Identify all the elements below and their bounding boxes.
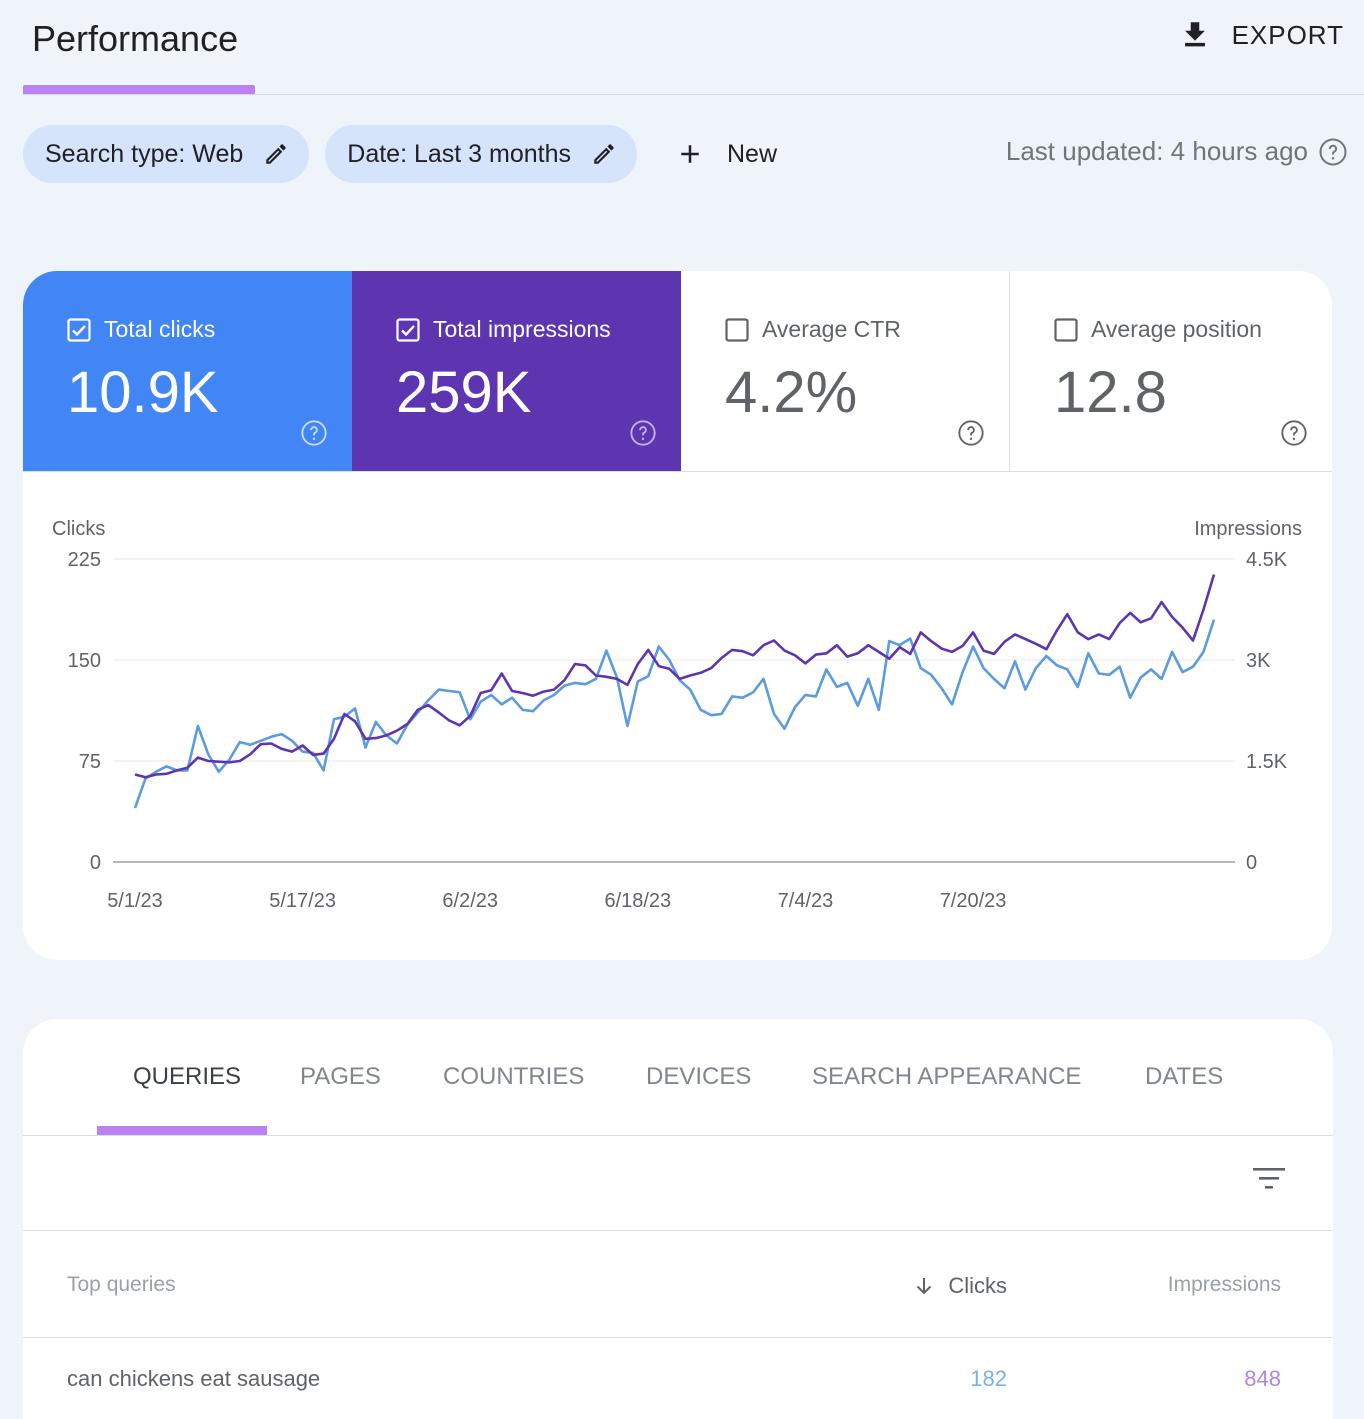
search-type-chip[interactable]: Search type: Web — [23, 125, 310, 183]
help-icon[interactable] — [957, 419, 985, 447]
metric-label: Total clicks — [104, 316, 216, 342]
checkbox-empty-icon[interactable] — [1054, 318, 1078, 342]
page-title: Performance — [32, 18, 239, 59]
header: Performance EXPORT — [0, 0, 1364, 96]
date-label: Date: Last 3 months — [347, 139, 571, 168]
cell-query: can chickens eat sausage — [67, 1366, 321, 1391]
help-icon[interactable] — [629, 419, 657, 447]
y-right-axis-title: Impressions — [1194, 518, 1302, 540]
checkbox-checked-icon[interactable] — [396, 318, 420, 342]
metric-value: 12.8 — [1054, 360, 1167, 425]
checkbox-empty-icon[interactable] — [725, 318, 749, 342]
tab-pages[interactable]: PAGES — [300, 1063, 381, 1090]
pencil-icon — [266, 144, 287, 164]
x-tick-label: 5/17/23 — [269, 890, 336, 912]
metric-card-average-ctr[interactable]: Average CTR 4.2% — [681, 271, 1010, 471]
line-chart-svg: 0 0 75 1.5K 150 3K 225 4.5K Clicks Impressions 5/1… — [52, 518, 1302, 912]
last-updated-text: Last updated: 4 hours ago — [1005, 136, 1308, 166]
table-panel: QUERIES PAGES COUNTRIES DEVICES SEARCH A… — [23, 1019, 1333, 1419]
metric-card-total-impressions[interactable]: Total impressions 259K — [352, 271, 681, 471]
new-label: New — [727, 139, 778, 168]
export-label: EXPORT — [1231, 19, 1344, 50]
table-filter-row — [23, 1136, 1333, 1231]
new-filter-button[interactable]: New — [675, 139, 777, 169]
metric-label: Total impressions — [433, 316, 611, 342]
series-line-impressions — [134, 574, 1216, 779]
tab-dates[interactable]: DATES — [1145, 1063, 1224, 1090]
tab-countries[interactable]: COUNTRIES — [443, 1063, 585, 1090]
tab-devices[interactable]: DEVICES — [646, 1063, 752, 1090]
header-divider — [23, 94, 1364, 95]
y-left-tick-label: 75 — [79, 751, 101, 773]
filter-bar: Search type: Web Date: Last 3 months New — [23, 125, 777, 183]
pencil-icon — [594, 144, 614, 164]
cell-impressions: 848 — [1244, 1366, 1281, 1391]
y-left-tick-label: 0 — [90, 852, 101, 874]
col-header-clicks[interactable]: Clicks — [912, 1273, 1007, 1299]
col-header-impressions[interactable]: Impressions — [1167, 1273, 1281, 1296]
last-updated: Last updated: 4 hours ago — [1006, 136, 1348, 167]
x-tick-label: 7/4/23 — [778, 890, 834, 912]
search-type-label: Search type: Web — [45, 139, 244, 168]
col-header-top-queries: Top queries — [67, 1273, 176, 1296]
series-line-clicks — [133, 619, 1216, 809]
metric-cards: Total clicks 10.9K Total impressions 259… — [23, 271, 1332, 472]
date-chip[interactable]: Date: Last 3 months — [325, 125, 637, 183]
help-icon[interactable] — [1318, 137, 1348, 167]
active-tab-indicator — [97, 1126, 267, 1135]
filter-rows-icon[interactable] — [1251, 1164, 1287, 1194]
dimension-tabs: QUERIES PAGES COUNTRIES DEVICES SEARCH A… — [23, 1019, 1333, 1136]
metric-value: 10.9K — [67, 360, 219, 425]
metric-label: Average position — [1091, 316, 1262, 342]
table-row[interactable]: can chickens eat sausage 182 848 — [23, 1338, 1333, 1418]
checkbox-checked-icon[interactable] — [67, 318, 91, 342]
x-tick-label: 6/2/23 — [442, 890, 498, 912]
y-right-tick-label: 1.5K — [1246, 751, 1288, 773]
help-icon[interactable] — [300, 419, 328, 447]
performance-panel: Total clicks 10.9K Total impressions 259… — [23, 271, 1332, 960]
metric-value: 259K — [396, 360, 532, 425]
y-right-tick-label: 4.5K — [1246, 549, 1288, 571]
metric-value: 4.2% — [725, 360, 858, 425]
y-right-tick-label: 3K — [1246, 650, 1271, 672]
performance-chart: 0 0 75 1.5K 150 3K 225 4.5K Clicks Impressions 5/1… — [23, 471, 1332, 960]
metric-card-average-position[interactable]: Average position 12.8 — [1010, 271, 1332, 471]
help-icon[interactable] — [1280, 419, 1308, 447]
arrow-down-icon — [917, 1278, 932, 1295]
y-left-tick-label: 150 — [68, 650, 101, 672]
x-tick-label: 7/20/23 — [940, 890, 1007, 912]
y-right-tick-label: 0 — [1246, 852, 1257, 874]
table-header: Top queries Clicks Impressions — [23, 1231, 1333, 1338]
y-left-axis-title: Clicks — [52, 518, 105, 540]
metric-card-total-clicks[interactable]: Total clicks 10.9K — [23, 271, 352, 471]
y-left-tick-label: 225 — [68, 549, 101, 571]
export-button[interactable]: EXPORT — [1178, 18, 1344, 52]
cell-clicks: 182 — [970, 1366, 1007, 1391]
x-tick-label: 5/1/23 — [107, 890, 163, 912]
col-header-clicks-label: Clicks — [948, 1273, 1007, 1298]
tab-queries[interactable]: QUERIES — [133, 1063, 242, 1090]
title-underline — [23, 85, 255, 95]
tab-search-appearance[interactable]: SEARCH APPEARANCE — [812, 1063, 1082, 1090]
x-tick-label: 6/18/23 — [604, 890, 671, 912]
plus-icon — [681, 145, 699, 163]
metric-label: Average CTR — [762, 316, 901, 342]
download-icon — [1184, 22, 1205, 47]
